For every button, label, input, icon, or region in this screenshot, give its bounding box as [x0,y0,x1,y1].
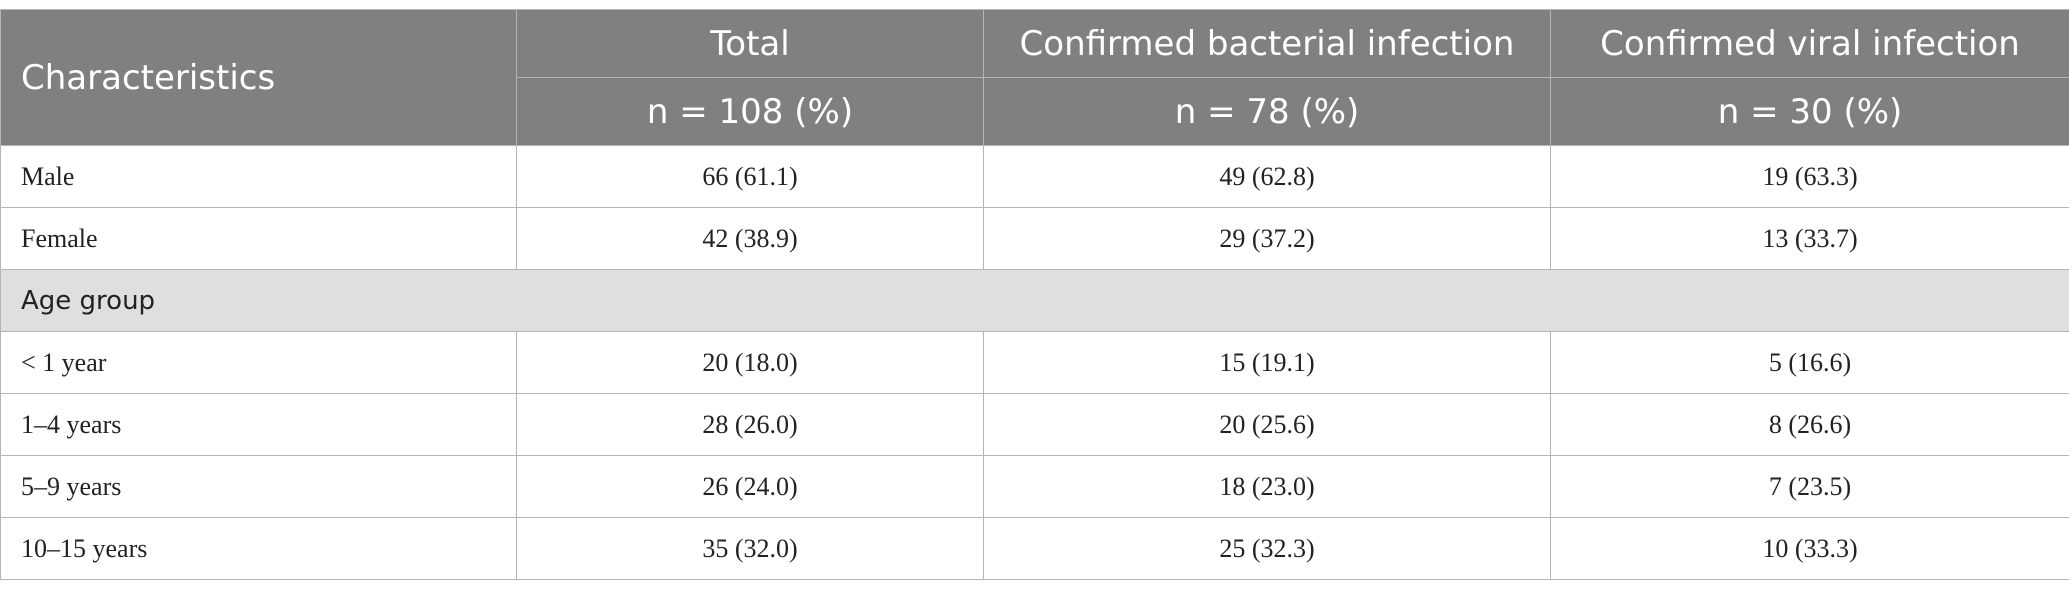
header-cell: Confirmed bacterial infection [983,9,1551,78]
cell: 49 (62.8) [983,145,1551,208]
header-cell: n = 78 (%) [983,77,1551,146]
cell: Male [0,145,517,208]
header-cell: Characteristics [0,9,517,146]
header-cell: n = 30 (%) [1550,77,2069,146]
data-row: Female 42 (38.9) 29 (37.2) 13 (33.7) [0,207,2069,270]
cell: 7 (23.5) [1550,455,2069,518]
cell: 19 (63.3) [1550,145,2069,208]
cell: 66 (61.1) [516,145,984,208]
header-row: n = 108 (%) n = 78 (%) n = 30 (%) [1,77,2069,146]
cell: 20 (18.0) [516,331,984,394]
header-row: Characteristics Total Confirmed bacterial … [0,9,2069,146]
header-cell: Confirmed viral infection [1550,9,2069,78]
cell: 13 (33.7) [1550,207,2069,270]
cell: 8 (26.6) [1550,393,2069,456]
cell: 29 (37.2) [983,207,1551,270]
cell: 5 (16.6) [1550,331,2069,394]
section-row: Age group [0,269,2069,332]
cell: 28 (26.0) [516,393,984,456]
table: Characteristics Total Confirmed bacterial … [0,9,2069,580]
cell: 20 (25.6) [983,393,1551,456]
cell: 35 (32.0) [516,517,984,580]
cell: < 1 year [0,331,517,394]
header-cell: Total [516,9,984,78]
cell: 42 (38.9) [516,207,984,270]
data-row: < 1 year 20 (18.0) 15 (19.1) 5 (16.6) [0,331,2069,394]
data-row: Male 66 (61.1) 49 (62.8) 19 (63.3) [0,145,2069,208]
data-row: 10–15 years 35 (32.0) 25 (32.3) 10 (33.3) [0,517,2069,580]
data-row: 1–4 years 28 (26.0) 20 (25.6) 8 (26.6) [0,393,2069,456]
cell: 25 (32.3) [983,517,1551,580]
cell: 10 (33.3) [1550,517,2069,580]
header-cell: n = 108 (%) [516,77,984,146]
cell: 26 (24.0) [516,455,984,518]
cell: 1–4 years [0,393,517,456]
cell: 10–15 years [0,517,517,580]
cell: Female [0,207,517,270]
data-row: 5–9 years 26 (24.0) 18 (23.0) 7 (23.5) [0,455,2069,518]
cell: 5–9 years [0,455,517,518]
cell: 18 (23.0) [983,455,1551,518]
section-cell: Age group [0,269,2069,332]
cell: 15 (19.1) [983,331,1551,394]
